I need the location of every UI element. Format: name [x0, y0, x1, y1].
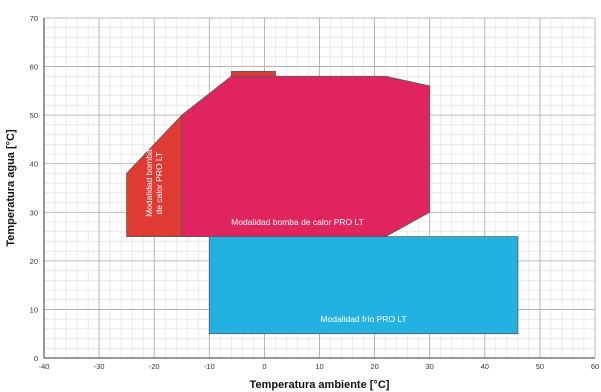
x-tick-label: 10 — [315, 362, 323, 371]
x-tick-label: 30 — [426, 362, 434, 371]
y-tick-label: 30 — [30, 208, 38, 217]
region-pink — [181, 75, 431, 238]
y-axis-title: Temperatura agua [°C] — [5, 129, 17, 247]
y-tick-labels: 0 10 20 30 40 50 60 70 — [30, 14, 38, 363]
region-label-line: Modalidad frío PRO LT — [320, 314, 406, 324]
x-tick-label: -20 — [149, 362, 160, 371]
x-tick-label: -10 — [204, 362, 215, 371]
x-tick-label: 40 — [481, 362, 489, 371]
y-tick-label: 70 — [30, 14, 38, 23]
x-tick-labels: -40 -30 -20 -10 0 10 20 30 40 50 60 — [39, 362, 600, 371]
region-label-line: Modalidad bomba — [144, 149, 154, 217]
region-labels: Modalidad bombade calor PRO LTModalidad … — [144, 149, 407, 324]
region-label-line: de calor PRO LT — [154, 152, 164, 215]
y-tick-label: 50 — [30, 111, 38, 120]
y-tick-label: 20 — [30, 257, 38, 266]
region-label-red: Modalidad bombade calor PRO LT — [144, 149, 164, 217]
region-label-line: Modalidad bomba de calor PRO LT — [231, 217, 364, 227]
region-red_top — [230, 71, 276, 77]
axes — [43, 18, 595, 359]
region-blue — [208, 236, 519, 335]
operating-regions — [126, 71, 519, 335]
x-tick-label: -40 — [39, 362, 50, 371]
y-tick-label: 60 — [30, 63, 38, 72]
region-label-blue: Modalidad frío PRO LT — [320, 314, 406, 324]
x-tick-label: 50 — [536, 362, 544, 371]
y-tick-label: 0 — [34, 354, 38, 363]
x-tick-label: 60 — [591, 362, 599, 371]
y-tick-label: 10 — [30, 305, 38, 314]
y-tick-label: 40 — [30, 160, 38, 169]
region-label-pink: Modalidad bomba de calor PRO LT — [231, 217, 364, 227]
x-axis-title: Temperatura ambiente [°C] — [250, 379, 390, 391]
x-tick-label: 0 — [262, 362, 266, 371]
x-tick-label: 20 — [370, 362, 378, 371]
x-tick-label: -30 — [94, 362, 105, 371]
